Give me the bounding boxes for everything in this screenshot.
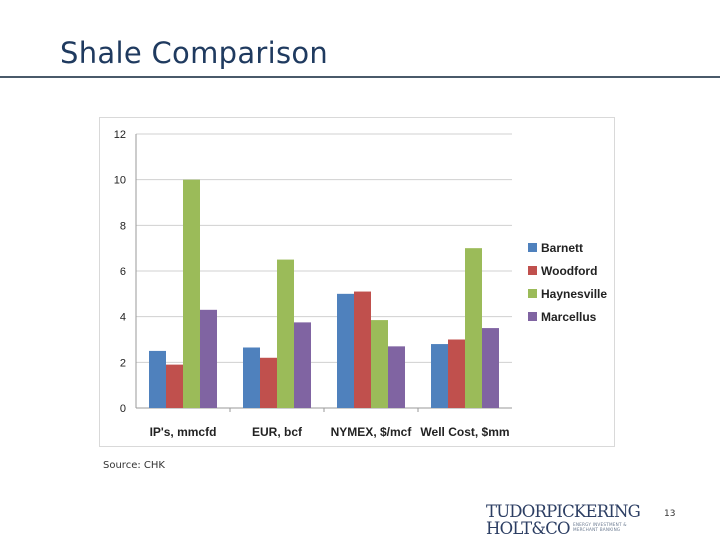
bar-haynesville-eur-bcf xyxy=(277,259,294,408)
y-tick-label-12: 12 xyxy=(114,129,126,141)
bar-haynesville-ip-s-mmcfd xyxy=(183,179,200,408)
company-logo: TUDORPICKERING HOLT&CO ENERGY INVESTMENT… xyxy=(486,502,646,538)
chart-frame: 0 2 4 6 8 10 12 IP's, mmcfd EUR, bcf NYMEX, $/mcf… xyxy=(99,117,615,447)
y-tick-label-2: 2 xyxy=(120,357,126,369)
logo-tagline: ENERGY INVESTMENT & MERCHANT BANKING xyxy=(573,522,637,533)
logo-tagline-line-2: MERCHANT BANKING xyxy=(573,527,621,533)
bar-barnett-ip-s-mmcfd xyxy=(149,350,166,408)
logo-line-1: TUDORPICKERING xyxy=(486,502,641,521)
y-tick-label-10: 10 xyxy=(114,175,126,187)
bar-woodford-ip-s-mmcfd xyxy=(166,364,183,408)
bar-marcellus-well-cost-mm xyxy=(482,328,499,408)
legend-swatch-woodford xyxy=(528,266,537,275)
bar-barnett-eur-bcf xyxy=(243,347,260,408)
bar-haynesville-well-cost-mm xyxy=(465,248,482,408)
legend-swatch-barnett xyxy=(528,243,537,252)
bar-barnett-well-cost-mm xyxy=(431,344,448,408)
bar-haynesville-nymex-mcf xyxy=(371,320,388,408)
logo-line-2: HOLT&CO xyxy=(486,519,571,538)
title-divider xyxy=(0,76,720,78)
source-note: Source: CHK xyxy=(103,460,165,471)
legend-label-woodford: Woodford xyxy=(541,264,597,278)
y-tick-label-8: 8 xyxy=(120,220,126,232)
logo-tagline-line-1: ENERGY INVESTMENT & xyxy=(573,522,627,527)
x-tick-label-well-cost-mm: Well Cost, $mm xyxy=(420,425,509,439)
bar-woodford-well-cost-mm xyxy=(448,339,465,408)
bar-marcellus-nymex-mcf xyxy=(388,346,405,408)
bar-chart: 0 2 4 6 8 10 12 IP's, mmcfd EUR, bcf NYMEX, $/mcf… xyxy=(114,129,608,439)
legend-label-haynesville: Haynesville xyxy=(541,287,607,301)
bar-barnett-nymex-mcf xyxy=(337,293,354,408)
y-tick-label-6: 6 xyxy=(120,266,126,278)
legend-swatch-marcellus xyxy=(528,312,537,321)
x-tick-label-eur-bcf: EUR, bcf xyxy=(252,425,303,439)
bar-marcellus-eur-bcf xyxy=(294,322,311,408)
bar-marcellus-ip-s-mmcfd xyxy=(200,309,217,408)
slide-title: Shale Comparison xyxy=(60,36,329,70)
legend-label-marcellus: Marcellus xyxy=(541,310,597,324)
x-tick-label-nymex-mcf: NYMEX, $/mcf xyxy=(331,425,413,439)
bar-woodford-eur-bcf xyxy=(260,357,277,408)
bar-woodford-nymex-mcf xyxy=(354,291,371,408)
y-tick-label-4: 4 xyxy=(120,312,126,324)
y-tick-label-0: 0 xyxy=(120,403,126,415)
legend-swatch-haynesville xyxy=(528,289,537,298)
x-tick-label-ip-s-mmcfd: IP's, mmcfd xyxy=(150,425,217,439)
page-number: 13 xyxy=(664,509,676,519)
legend-label-barnett: Barnett xyxy=(541,241,583,255)
